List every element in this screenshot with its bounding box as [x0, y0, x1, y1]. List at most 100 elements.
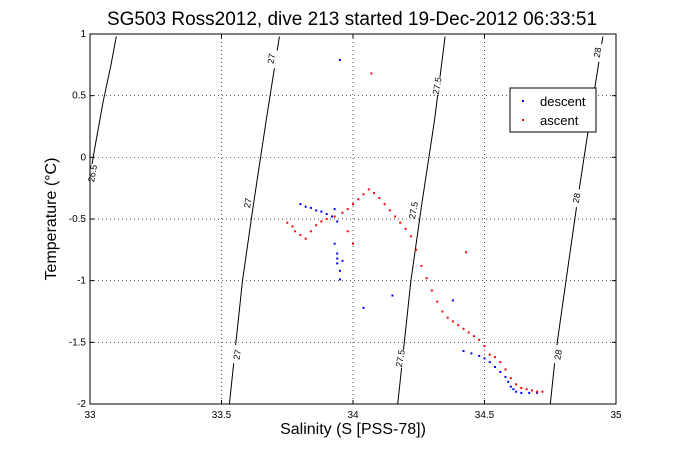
chart-title: SG503 Ross2012, dive 213 started 19-Dec-… — [107, 9, 597, 30]
descent-point — [520, 391, 523, 394]
descent-point — [391, 294, 394, 297]
descent-point — [304, 205, 307, 208]
svg-text:26.5: 26.5 — [86, 164, 99, 183]
descent-point — [320, 210, 323, 213]
ascent-point — [415, 248, 418, 251]
ascent-point — [325, 218, 328, 220]
ascent-point — [320, 220, 323, 223]
ascent-point — [304, 237, 307, 240]
ascent-point — [294, 230, 297, 233]
descent-point — [336, 262, 339, 265]
ascent-point — [299, 234, 302, 236]
descent-point — [333, 242, 336, 245]
y-tick-label: 0 — [80, 152, 86, 163]
ascent-point — [483, 345, 486, 347]
y-tick-label: -2 — [77, 399, 86, 410]
x-tick-label: 33.5 — [212, 410, 232, 421]
data-points — [286, 58, 544, 394]
contour-label: 27.5 — [430, 76, 444, 96]
descent-point — [462, 350, 465, 352]
descent-point — [333, 208, 336, 211]
ascent-point — [504, 368, 507, 371]
ascent-point — [451, 320, 454, 323]
ascent-point — [352, 242, 354, 245]
y-tick-label: 1 — [80, 29, 86, 40]
density-contour-26.5 — [89, 36, 117, 176]
ascent-point — [509, 377, 512, 380]
ascent-point — [370, 72, 373, 75]
x-axis-label: Salinity (S [PSS-78]) — [280, 421, 426, 438]
descent-point — [515, 390, 518, 393]
descent-point — [504, 375, 507, 378]
ascent-point — [367, 188, 370, 191]
legend-marker-descent — [522, 100, 524, 102]
descent-point — [507, 380, 510, 383]
svg-text:27.5: 27.5 — [407, 201, 420, 220]
contour-label: 27 — [230, 344, 244, 365]
x-tick-label: 34.5 — [475, 410, 495, 421]
ascent-point — [383, 203, 386, 206]
svg-text:28: 28 — [552, 349, 564, 361]
ascent-point — [465, 251, 468, 254]
legend-marker-ascent — [522, 119, 524, 121]
ascent-point — [394, 215, 397, 218]
svg-text:27: 27 — [242, 197, 254, 209]
descent-point — [488, 361, 491, 364]
axis-ticks: 33 33.5 34 34.5 35 -2 -1.5 -1 -0.5 0 0.5 1 — [69, 29, 622, 421]
svg-text:27: 27 — [266, 53, 278, 65]
ascent-point — [341, 211, 344, 214]
ascent-point — [352, 203, 354, 206]
ascent-point — [446, 316, 449, 319]
contour-label: 26.5 — [86, 163, 100, 184]
ascent-point — [420, 264, 423, 267]
ascent-point — [373, 192, 375, 195]
descent-point — [331, 215, 333, 218]
ascent-point — [515, 383, 518, 386]
contour-label: 28 — [551, 344, 565, 365]
contour-label: 27.5 — [407, 200, 420, 221]
descent-point — [336, 257, 339, 260]
legend-label-descent: descent — [540, 94, 586, 109]
descent-point — [299, 203, 302, 206]
ascent-point — [399, 221, 402, 224]
density-contours: 26.5 27 27.5 28 27 27.5 28 27 27.5 28 — [86, 36, 605, 405]
descent-point — [528, 391, 531, 394]
descent-point — [341, 259, 344, 262]
descent-point — [338, 58, 341, 61]
descent-point — [309, 206, 312, 209]
contour-label: 27 — [241, 193, 255, 213]
ascent-point — [309, 230, 312, 233]
contour-label: 28 — [591, 42, 605, 63]
x-tick-label: 34 — [347, 410, 359, 421]
descent-point — [494, 366, 496, 368]
contour-label: 27 — [264, 48, 278, 69]
svg-text:28: 28 — [571, 192, 583, 204]
svg-text:27.5: 27.5 — [394, 349, 407, 368]
descent-point — [336, 220, 339, 223]
ascent-point — [425, 277, 428, 280]
ascent-point — [473, 335, 475, 338]
ascent-point — [457, 324, 460, 327]
ascent-point — [525, 388, 528, 391]
y-tick-label: 0.5 — [72, 91, 86, 102]
ascent-point — [441, 310, 444, 313]
descent-point — [338, 278, 341, 281]
ascent-point — [286, 221, 289, 224]
descent-point — [478, 354, 481, 357]
ascent-point — [409, 235, 412, 238]
x-tick-label: 35 — [610, 410, 622, 421]
descent-point — [325, 213, 328, 216]
ascent-point — [541, 390, 544, 393]
ascent-point — [333, 215, 336, 218]
descent-point — [509, 385, 512, 388]
ascent-point — [346, 208, 349, 211]
ascent-point — [494, 356, 496, 359]
ascent-point — [346, 230, 349, 233]
ascent-point — [520, 387, 523, 389]
descent-point — [336, 252, 339, 255]
legend-box — [509, 87, 597, 133]
legend-label-ascent: ascent — [540, 113, 579, 128]
descent-point — [512, 388, 515, 391]
x-tick-label: 33 — [84, 410, 96, 421]
